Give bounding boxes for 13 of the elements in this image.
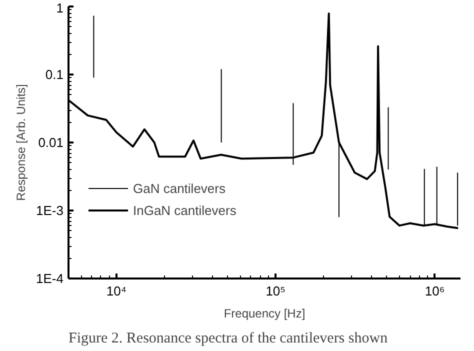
- x-tick-label: 10⁶: [424, 284, 445, 298]
- y-tick-label: 0.1: [45, 67, 64, 82]
- y-axis-title: Response [Arb. Units]: [14, 84, 28, 201]
- y-tick-label: 1E-3: [36, 203, 64, 218]
- x-tick-label: 10⁴: [106, 284, 126, 298]
- y-tick-label: 0.01: [38, 135, 64, 150]
- legend-label: InGaN cantilevers: [133, 202, 236, 218]
- caption: Figure 2. Resonance spectra of the cantilevers shown: [68, 330, 388, 346]
- y-tick-label: 1: [56, 0, 64, 16]
- legend-label: GaN cantilevers: [133, 180, 226, 196]
- x-tick-label: 10⁵: [266, 284, 286, 298]
- y-tick-label: 1E-4: [36, 271, 64, 286]
- x-axis-title: Frequency [Hz]: [224, 306, 306, 320]
